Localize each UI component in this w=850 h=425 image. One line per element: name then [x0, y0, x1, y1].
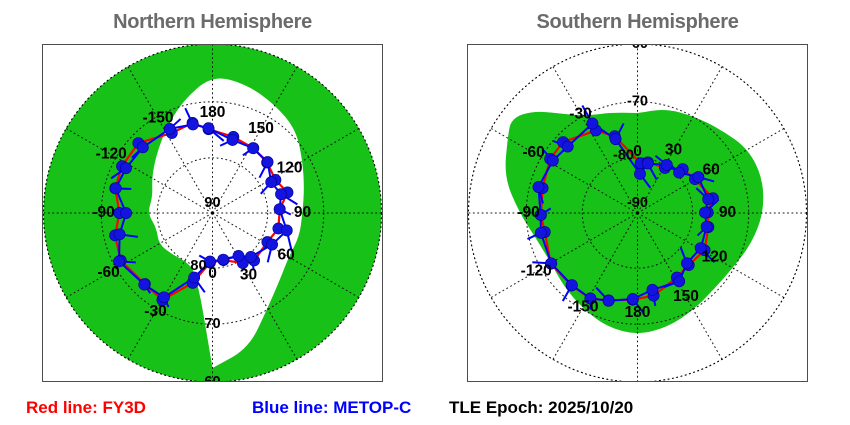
- svg-text:-80: -80: [613, 148, 634, 164]
- svg-text:-60: -60: [627, 44, 648, 52]
- svg-text:-150: -150: [142, 110, 173, 127]
- svg-text:80: 80: [190, 258, 206, 274]
- svg-text:0: 0: [633, 143, 642, 160]
- svg-text:30: 30: [240, 266, 257, 283]
- svg-text:-150: -150: [567, 298, 598, 315]
- svg-text:60: 60: [204, 374, 220, 382]
- svg-text:60: 60: [702, 162, 719, 179]
- svg-text:-60: -60: [97, 264, 119, 281]
- svg-text:30: 30: [665, 142, 682, 159]
- svg-text:-30: -30: [569, 105, 591, 122]
- svg-text:-90: -90: [92, 204, 114, 221]
- svg-text:120: 120: [277, 160, 303, 177]
- svg-text:150: 150: [673, 288, 699, 305]
- svg-text:60: 60: [277, 247, 294, 264]
- svg-text:-30: -30: [144, 303, 166, 320]
- svg-text:180: 180: [200, 104, 226, 121]
- svg-text:70: 70: [204, 316, 220, 332]
- svg-text:-70: -70: [627, 94, 648, 110]
- svg-text:120: 120: [702, 249, 728, 266]
- svg-text:180: 180: [625, 304, 651, 321]
- svg-text:90: 90: [294, 204, 311, 221]
- svg-text:90: 90: [204, 195, 220, 211]
- svg-text:150: 150: [248, 120, 274, 137]
- svg-text:-60: -60: [522, 144, 544, 161]
- svg-text:-120: -120: [521, 263, 552, 280]
- svg-text:-90: -90: [627, 195, 648, 211]
- svg-text:-90: -90: [517, 204, 539, 221]
- svg-text:-120: -120: [96, 146, 127, 163]
- svg-text:0: 0: [208, 265, 217, 282]
- svg-text:90: 90: [719, 204, 736, 221]
